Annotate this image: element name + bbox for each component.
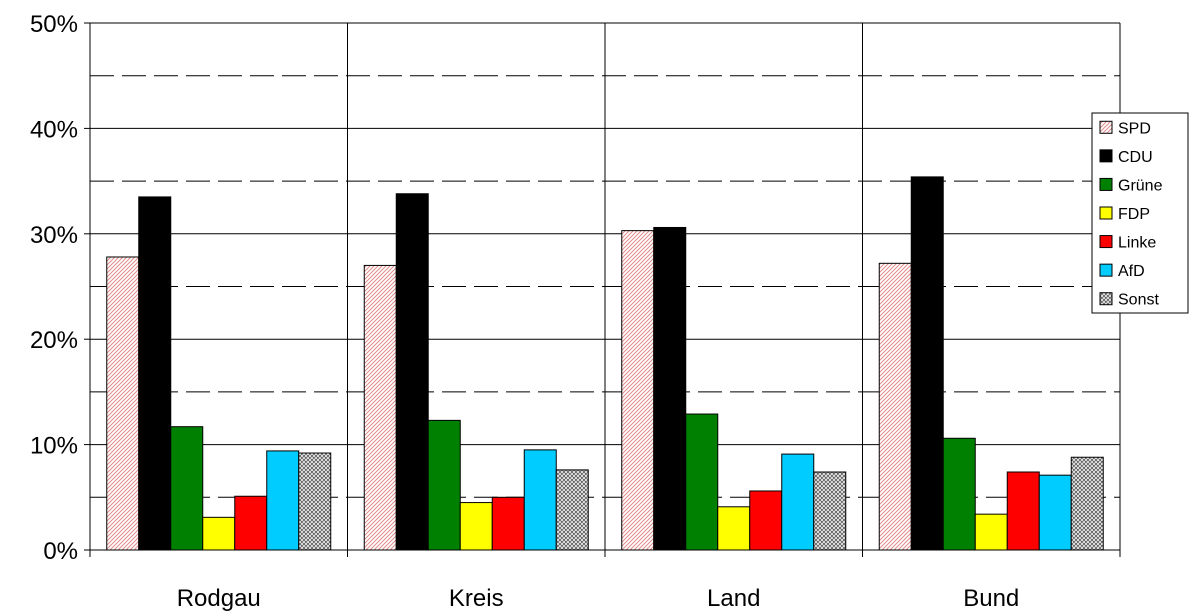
bar-cdu-bund bbox=[910, 176, 944, 551]
x-tick-label: Land bbox=[707, 585, 760, 612]
bar-cdu-kreis bbox=[395, 193, 429, 551]
bar-linke-kreis bbox=[491, 496, 525, 551]
x-tick-label: Rodgau bbox=[177, 585, 261, 612]
legend-label-sonst: Sonst bbox=[1118, 292, 1159, 309]
bar-fdp-bund bbox=[974, 513, 1008, 551]
bar-fdp-land bbox=[717, 506, 751, 551]
x-tick-label: Bund bbox=[963, 585, 1019, 612]
legend-label-cdu: CDU bbox=[1118, 149, 1153, 166]
legend-swatch-cdu bbox=[1099, 149, 1113, 163]
legend-label-afd: AfD bbox=[1118, 263, 1145, 280]
bar-sonst-bund bbox=[1070, 456, 1104, 551]
bar-sonst-kreis bbox=[555, 469, 589, 551]
bar-spd-kreis bbox=[363, 264, 397, 551]
y-tick-label: 0% bbox=[43, 538, 78, 565]
bar-sonst-rodgau bbox=[298, 452, 332, 551]
bar-grüne-land bbox=[685, 413, 719, 551]
x-tick-label: Kreis bbox=[449, 585, 504, 612]
bar-linke-rodgau bbox=[234, 495, 268, 551]
legend-swatch-afd bbox=[1099, 263, 1113, 277]
bar-spd-land bbox=[621, 230, 655, 551]
y-tick-label: 40% bbox=[30, 116, 78, 143]
bar-sonst-land bbox=[813, 471, 847, 551]
bar-grüne-kreis bbox=[427, 419, 461, 551]
bar-grüne-rodgau bbox=[170, 426, 204, 551]
bar-afd-bund bbox=[1038, 474, 1072, 551]
legend-swatch-sonst bbox=[1099, 292, 1113, 306]
legend-swatch-fdp bbox=[1099, 206, 1113, 220]
bar-spd-rodgau bbox=[106, 256, 140, 551]
bar-spd-bund bbox=[878, 262, 912, 551]
legend-label-linke: Linke bbox=[1118, 235, 1156, 252]
legend-swatch-linke bbox=[1099, 235, 1113, 249]
y-tick-label: 50% bbox=[30, 11, 78, 38]
bar-grüne-bund bbox=[942, 437, 976, 551]
bar-cdu-rodgau bbox=[138, 196, 172, 551]
bar-cdu-land bbox=[653, 226, 687, 551]
y-tick-label: 30% bbox=[30, 222, 78, 249]
bar-afd-land bbox=[781, 453, 815, 551]
legend: SPD CDU Grüne FDP Linke AfD Sonst bbox=[1091, 112, 1189, 314]
bar-linke-land bbox=[749, 490, 783, 551]
bar-fdp-kreis bbox=[459, 502, 493, 551]
bar-afd-kreis bbox=[523, 449, 557, 551]
legend-swatch-grüne bbox=[1099, 177, 1113, 191]
bar-fdp-rodgau bbox=[202, 516, 236, 551]
bar-linke-bund bbox=[1006, 471, 1040, 551]
bars bbox=[106, 176, 1104, 551]
legend-label-spd: SPD bbox=[1118, 120, 1151, 137]
legend-label-fdp: FDP bbox=[1118, 206, 1150, 223]
legend-label-grüne: Grüne bbox=[1118, 177, 1163, 194]
bar-afd-rodgau bbox=[266, 450, 300, 551]
y-tick-label: 10% bbox=[30, 433, 78, 460]
legend-swatch-spd bbox=[1099, 120, 1113, 134]
y-tick-label: 20% bbox=[30, 327, 78, 354]
axes: 0% 10% 20% 30% 40% 50% Rodgau Kreis Land Bund bbox=[30, 11, 1121, 612]
